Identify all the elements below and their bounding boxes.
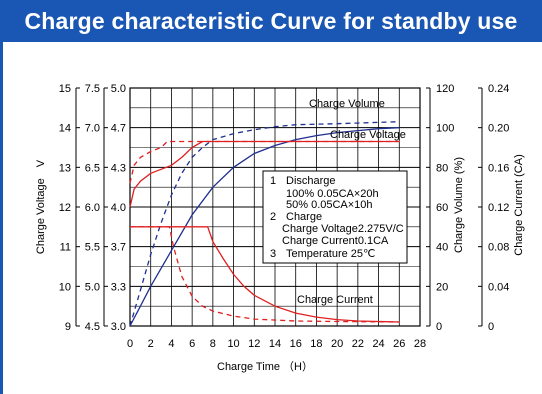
note-discharge: Discharge	[286, 175, 336, 187]
x-axis-tick-label: 6	[189, 338, 195, 350]
x-axis-tick-label: 2	[148, 338, 154, 350]
conditions-note-box: 1 Discharge 100% 0.05CA×20h 50% 0.05CA×1…	[262, 170, 408, 264]
x-axis-tick-label: 28	[414, 338, 426, 350]
right-axis-tick-label: 0.12	[488, 202, 509, 214]
plot-curves	[129, 121, 400, 327]
x-axis-tick-label: 22	[352, 338, 364, 350]
left-axis-tick-label: 5.0	[111, 83, 126, 95]
x-axis-tick-label: 20	[331, 338, 343, 350]
left-axis-tick-label: 5.0	[85, 281, 100, 293]
note-temperature: Temperature 25℃	[286, 248, 375, 260]
right-axis-tick-label: 0	[436, 321, 442, 333]
left-axis-tick-label: 15	[59, 83, 71, 95]
right-axis-tick-label: 120	[436, 83, 454, 95]
x-axis-tick-label: 10	[227, 338, 239, 350]
curve-volume-50	[129, 121, 400, 327]
right-axis-tick-label: 80	[436, 162, 448, 174]
right-axis-tick-label: 0.20	[488, 123, 509, 135]
note-num-2: 2	[270, 211, 276, 223]
y-axis-label-current: Charge Current (CA)	[513, 154, 525, 255]
left-axis-tick-label: 7.5	[85, 83, 100, 95]
label-charge-voltage: Charge Voltage	[330, 129, 406, 141]
left-axis-tick-label: 6.0	[85, 202, 100, 214]
label-charge-volume: Charge Volume	[309, 98, 385, 110]
x-axis-tick-label: 16	[290, 338, 302, 350]
note-num-1: 1	[270, 175, 276, 187]
x-axis-tick-label: 12	[248, 338, 260, 350]
x-axis-tick-label: 26	[393, 338, 405, 350]
left-axis-tick-label: 14	[59, 123, 71, 135]
right-axis-tick-label: 0	[488, 321, 494, 333]
note-charge-voltage: Charge Voltage2.275V/C	[282, 223, 404, 235]
left-axis-tick-label: 4.5	[85, 321, 100, 333]
curve-volume-100	[129, 127, 400, 327]
label-charge-current: Charge Current	[297, 294, 373, 306]
right-axis-tick-label: 40	[436, 242, 448, 254]
x-axis-tick-label: 4	[168, 338, 174, 350]
note-discharge-50: 50% 0.05CA×10h	[286, 199, 373, 211]
curve-current-50	[130, 226, 400, 323]
x-axis-tick-label: 0	[127, 338, 133, 350]
left-axis-tick-label: 4.7	[111, 123, 126, 135]
axes: 15141312111097.57.06.56.05.55.04.55.04.7…	[59, 83, 510, 350]
note-charge-current: Charge Current0.1CA	[282, 235, 389, 247]
y-axis-label-voltage: Charge Voltage V	[35, 159, 47, 254]
right-axis-tick-label: 60	[436, 202, 448, 214]
left-axis-tick-label: 4.3	[111, 162, 126, 174]
left-axis-tick-label: 9	[65, 321, 71, 333]
curve-voltage-50	[129, 140, 400, 184]
chart-title: Charge characteristic Curve for standby …	[0, 0, 542, 42]
note-charge: Charge	[286, 211, 322, 223]
left-axis-tick-label: 4.0	[111, 202, 126, 214]
note-num-3: 3	[270, 248, 276, 260]
x-axis-tick-label: 14	[269, 338, 281, 350]
right-axis-tick-label: 0.08	[488, 242, 509, 254]
y-axis-label-volume: Charge Volume (%)	[453, 157, 465, 253]
note-discharge-100: 100% 0.05CA×20h	[286, 188, 379, 200]
left-axis-tick-label: 3.3	[111, 281, 126, 293]
left-accent-bar	[0, 42, 3, 394]
left-axis-tick-label: 6.5	[85, 162, 100, 174]
left-axis-tick-label: 7.0	[85, 123, 100, 135]
left-axis-tick-label: 5.5	[85, 242, 100, 254]
right-axis-tick-label: 0.24	[488, 83, 509, 95]
x-axis-tick-label: 18	[310, 338, 322, 350]
left-axis-tick-label: 3.0	[111, 321, 126, 333]
right-axis-tick-label: 0.04	[488, 281, 509, 293]
left-axis-tick-label: 11	[60, 242, 71, 254]
left-axis-tick-label: 3.7	[111, 242, 126, 254]
left-axis-tick-label: 13	[59, 162, 71, 174]
left-axis-tick-label: 10	[59, 281, 71, 293]
curve-voltage-100	[129, 140, 400, 208]
left-axis-tick-label: 12	[59, 202, 71, 214]
x-axis-label: Charge Time （H）	[217, 360, 313, 373]
curve-current-100	[130, 226, 400, 323]
x-axis-tick-label: 8	[210, 338, 216, 350]
right-axis-tick-label: 20	[436, 281, 448, 293]
right-axis-tick-label: 100	[436, 123, 454, 135]
right-axis-tick-label: 0.16	[488, 162, 509, 174]
x-axis-tick-label: 24	[372, 338, 384, 350]
